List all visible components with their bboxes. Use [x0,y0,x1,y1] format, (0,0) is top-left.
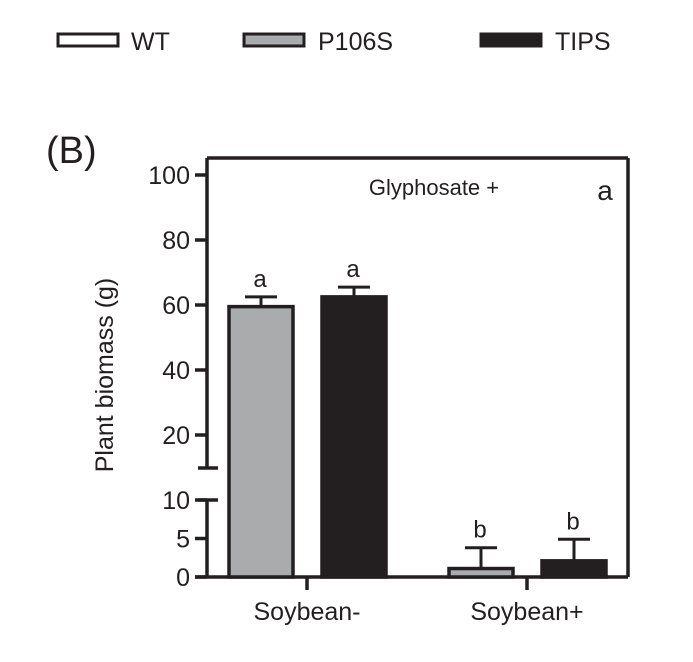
x-tick-label: Soybean+ [470,598,583,626]
chart-title: Glyphosate + [369,175,499,200]
legend-label-wt: WT [131,28,170,56]
legend-label-tips: TIPS [555,28,611,56]
legend-label-p106s: P106S [318,28,393,56]
significance-label: b [473,517,486,544]
y-tick-label: 20 [162,422,190,450]
y-ticks: 20 40 60 80 100 0 5 10 [148,162,529,592]
y-tick-label: 60 [162,292,190,320]
y-tick-label: 80 [162,227,190,255]
bar-p106s [447,566,515,579]
y-tick-label: 10 [162,487,190,515]
significance-label: b [566,508,579,535]
bar-p106s [227,304,295,579]
bar-tips [320,295,388,579]
legend-swatch-tips [479,32,543,48]
y-tick-label: 100 [148,162,190,190]
y-tick-label: 0 [176,564,190,592]
y-axis-label: Plant biomass (g) [91,278,119,473]
significance-label: a [253,266,267,293]
significance-label: a [346,256,360,283]
y-tick-label: 5 [176,526,190,554]
y-tick-label: 40 [162,357,190,385]
legend-swatch-p106s [242,32,306,48]
bars: a b a b [227,256,608,579]
x-tick-labels: Soybean- Soybean+ [253,598,583,626]
x-tick-label: Soybean- [253,598,360,626]
bar-tips [540,559,608,579]
legend: WT P106S TIPS [56,28,611,56]
corner-label: a [597,175,613,206]
legend-swatch-wt [56,32,120,48]
panel-label: (B) [46,130,97,172]
